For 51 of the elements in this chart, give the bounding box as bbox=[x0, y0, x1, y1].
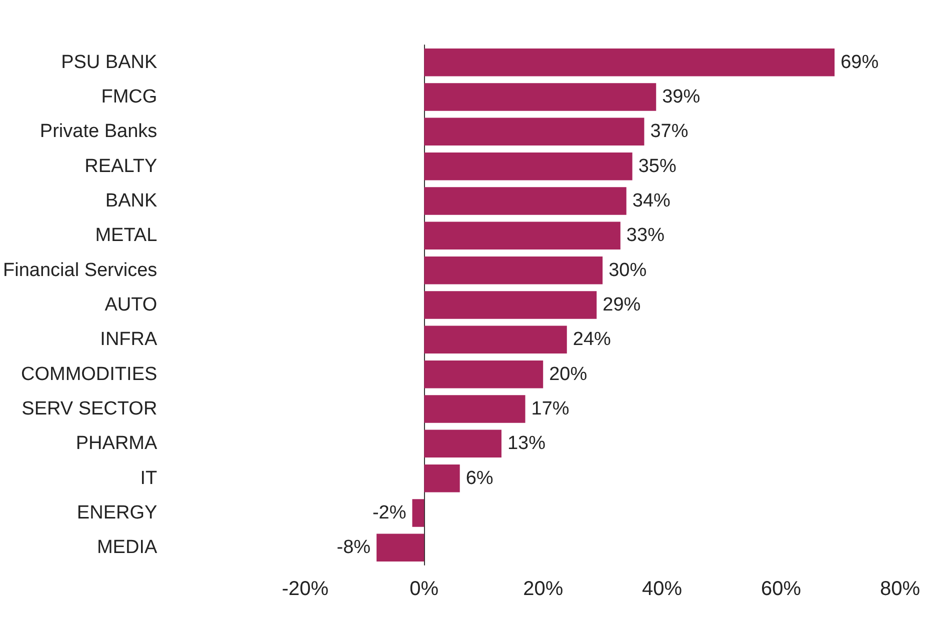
data-label: 6% bbox=[466, 468, 494, 489]
data-label: 34% bbox=[632, 190, 671, 212]
y-tick-label: AUTO bbox=[104, 294, 158, 316]
bar bbox=[424, 118, 644, 146]
y-tick-label: COMMODITIES bbox=[21, 364, 158, 385]
data-label: 39% bbox=[662, 86, 700, 108]
x-tick-label: 60% bbox=[761, 578, 802, 600]
y-tick-label: FMCG bbox=[101, 86, 158, 108]
bar bbox=[424, 360, 544, 388]
bar bbox=[424, 430, 502, 458]
bar bbox=[424, 256, 603, 284]
y-tick-label: ENERGY bbox=[76, 502, 158, 524]
x-tick-label: 20% bbox=[523, 578, 564, 600]
y-tick-label: INFRA bbox=[100, 329, 158, 350]
bar bbox=[424, 326, 567, 354]
y-tick-label: Private Banks bbox=[40, 121, 158, 142]
y-tick-label: IT bbox=[140, 468, 158, 489]
y-tick-label: MEDIA bbox=[96, 537, 158, 558]
x-tick-label: 40% bbox=[642, 578, 682, 600]
data-label: 33% bbox=[626, 225, 665, 246]
data-label: 13% bbox=[507, 433, 546, 454]
x-tick-label: 0% bbox=[410, 578, 439, 600]
bar bbox=[424, 187, 626, 215]
y-tick-label: PSU BANK bbox=[61, 52, 158, 73]
data-label: -2% bbox=[372, 502, 406, 524]
data-label: 35% bbox=[638, 156, 676, 177]
data-label: 17% bbox=[531, 398, 570, 420]
data-label: 69% bbox=[840, 52, 879, 73]
y-tick-label: METAL bbox=[95, 225, 158, 246]
bar bbox=[424, 48, 835, 76]
y-tick-label: REALTY bbox=[84, 156, 158, 177]
y-tick-label: PHARMA bbox=[76, 433, 158, 454]
bar bbox=[424, 83, 656, 111]
bar bbox=[424, 222, 620, 250]
bar bbox=[376, 534, 424, 562]
data-label: 30% bbox=[608, 260, 647, 281]
data-label: 20% bbox=[549, 364, 588, 385]
bar bbox=[424, 291, 597, 319]
bar bbox=[424, 152, 632, 180]
bar bbox=[424, 395, 526, 423]
x-tick-label: 80% bbox=[880, 578, 920, 600]
bar bbox=[424, 464, 460, 492]
data-label: 24% bbox=[572, 329, 612, 350]
data-label: -8% bbox=[336, 537, 371, 558]
x-tick-label: -20% bbox=[282, 578, 329, 600]
bar bbox=[412, 499, 424, 527]
data-label: 29% bbox=[602, 294, 641, 316]
y-tick-label: BANK bbox=[105, 190, 158, 212]
data-label: 37% bbox=[650, 121, 688, 142]
y-tick-label: Financial Services bbox=[3, 260, 158, 281]
y-tick-label: SERV SECTOR bbox=[22, 398, 158, 420]
